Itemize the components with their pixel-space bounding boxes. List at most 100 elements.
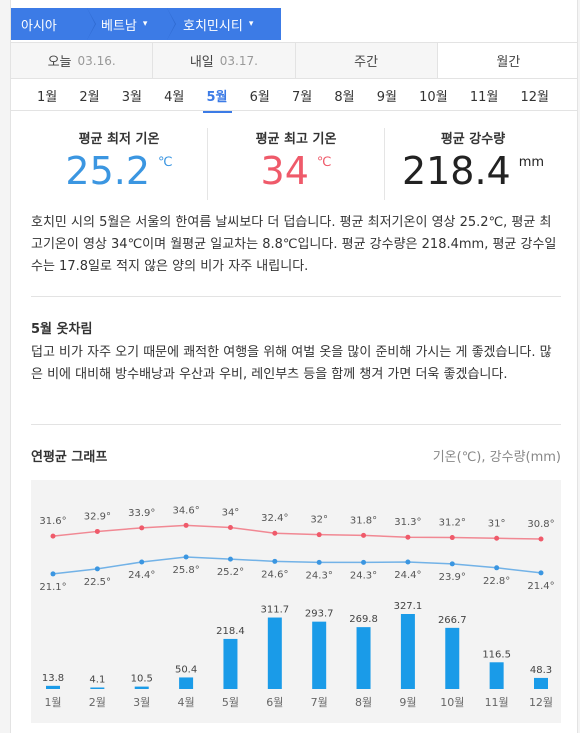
rain-bar — [134, 686, 149, 689]
breadcrumb-city[interactable]: 호치민시티 ▾ — [167, 8, 281, 40]
rain-bar — [534, 677, 548, 689]
min-temp-label: 24.3° — [306, 570, 333, 581]
annual-chart-svg: 31.6° 32.9° 33.9° 34.6° 34° 32.4° 32° 31.8° 31.3… — [39, 505, 554, 709]
x-tick-label: 8월 — [355, 696, 372, 709]
min-temp-point — [316, 559, 322, 565]
tab-weekly[interactable]: 주간 — [296, 43, 438, 78]
min-temp-point — [538, 570, 544, 576]
month-tab-2[interactable]: 2월 — [79, 90, 100, 105]
min-temp-point — [183, 554, 189, 560]
max-temp-point — [494, 535, 500, 541]
min-temp-point — [139, 559, 145, 565]
month-tab-12[interactable]: 12월 — [520, 90, 549, 105]
tab-monthly[interactable]: 월간 — [437, 43, 577, 78]
rain-label: 50.4 — [175, 664, 197, 675]
x-tick-label: 4월 — [178, 696, 195, 709]
max-temp-point — [227, 524, 233, 530]
month-tab-4[interactable]: 4월 — [164, 90, 185, 105]
stat-min-unit: ℃ — [158, 155, 173, 170]
min-temp-point — [405, 559, 411, 565]
chevron-down-icon[interactable]: ▾ — [248, 19, 254, 29]
stat-max-temp: 평균 최고 기온 34 ℃ — [208, 128, 385, 200]
min-temp-label: 23.9° — [439, 572, 466, 583]
rain-bar — [267, 617, 282, 689]
rain-label: 293.7 — [305, 609, 334, 620]
rain-bar — [90, 687, 105, 689]
graph-unit-label: 기온(℃), 강수량(mm) — [432, 450, 561, 465]
max-temp-point — [405, 534, 411, 540]
min-temp-point — [272, 558, 278, 564]
monthly-stats: 평균 최저 기온 25.2 ℃ 평균 최고 기온 34 ℃ 평균 강수량 218.4… — [31, 128, 561, 200]
x-tick-label: 3월 — [133, 696, 150, 709]
min-temp-label: 25.8° — [172, 565, 199, 576]
max-temp-point — [183, 522, 189, 528]
stat-min-value: 25.2 — [65, 149, 150, 193]
x-tick-label: 11월 — [485, 696, 509, 709]
stat-max-label: 평균 최고 기온 — [255, 132, 337, 147]
breadcrumb-country[interactable]: 베트남 ▾ — [87, 8, 176, 40]
breadcrumb-city-label: 호치민시티 — [183, 18, 243, 34]
chevron-down-icon[interactable]: ▾ — [142, 19, 148, 29]
month-tabs: 1월 2월 3월 4월 5월 6월 7월 8월 9월 10월 11월 12월 — [33, 86, 553, 113]
max-temp-point — [139, 525, 145, 531]
max-temp-label: 34.6° — [172, 505, 199, 516]
x-tick-label: 6월 — [266, 696, 283, 709]
max-temp-label: 31.3° — [394, 517, 421, 528]
weather-page: 아시아 베트남 ▾ 호치민시티 ▾ 오늘 03.16. 내일 03.17. 주간… — [10, 0, 578, 733]
month-tab-6[interactable]: 6월 — [249, 90, 270, 105]
graph-header: 연평균 그래프 기온(℃), 강수량(mm) — [31, 446, 561, 465]
min-temp-label: 24.6° — [261, 569, 288, 580]
max-temp-label: 33.9° — [128, 508, 155, 519]
stat-rain: 평균 강수량 218.4 mm — [385, 128, 561, 200]
x-tick-label: 1월 — [44, 696, 61, 709]
breadcrumb-region[interactable]: 아시아 — [11, 8, 96, 40]
x-tick-label: 12월 — [529, 696, 553, 709]
tab-tomorrow[interactable]: 내일 03.17. — [153, 43, 296, 78]
rain-label: 266.7 — [438, 615, 467, 626]
min-temp-label: 21.1° — [39, 582, 66, 593]
breadcrumb-country-label: 베트남 — [101, 18, 137, 34]
month-tab-5[interactable]: 5월 — [202, 86, 232, 113]
rain-bar — [46, 685, 60, 689]
rain-label: 10.5 — [131, 674, 153, 685]
min-temp-label: 22.8° — [483, 576, 510, 587]
stat-max-unit: ℃ — [316, 155, 332, 170]
max-temp-point — [449, 535, 455, 541]
month-tab-9[interactable]: 9월 — [376, 90, 398, 105]
max-temp-label: 32.4° — [261, 513, 288, 524]
month-tab-8[interactable]: 8월 — [334, 90, 355, 105]
max-temp-label: 31.6° — [39, 516, 66, 527]
min-temp-line — [52, 556, 542, 575]
stat-rain-value: 218.4 — [401, 149, 511, 193]
rain-label: 48.3 — [530, 665, 552, 676]
min-temp-label: 24.4° — [128, 570, 155, 581]
rain-label: 311.7 — [260, 605, 289, 616]
rain-label: 218.4 — [216, 626, 245, 637]
max-temp-label: 31.2° — [439, 518, 466, 529]
max-temp-label: 31.8° — [350, 515, 377, 526]
month-tab-10[interactable]: 10월 — [419, 90, 448, 105]
month-tab-1[interactable]: 1월 — [37, 90, 58, 105]
stat-min-label: 평균 최저 기온 — [78, 132, 160, 147]
rain-bar — [312, 621, 327, 689]
min-temp-point — [50, 571, 56, 577]
max-temp-point — [50, 533, 56, 539]
min-temp-label: 25.2° — [217, 567, 244, 578]
clothing-text: 덥고 비가 자주 오기 때문에 쾌적한 여행을 위해 여벌 옷을 많이 준비해 … — [31, 345, 552, 382]
max-temp-label: 32.9° — [84, 511, 111, 522]
rain-bar — [400, 614, 415, 689]
min-temp-label: 24.3° — [350, 570, 377, 581]
min-temp-label: 24.4° — [394, 570, 421, 581]
month-tab-3[interactable]: 3월 — [121, 90, 142, 105]
max-temp-line — [52, 524, 542, 540]
tab-today[interactable]: 오늘 03.16. — [11, 43, 154, 78]
max-temp-point — [361, 532, 367, 538]
stat-max-value: 34 — [260, 149, 309, 193]
min-temp-point — [449, 561, 455, 567]
graph-title: 연평균 그래프 — [31, 450, 108, 465]
breadcrumb-region-label: 아시아 — [21, 18, 57, 34]
month-tab-7[interactable]: 7월 — [292, 90, 313, 105]
rain-label: 269.8 — [349, 614, 378, 625]
month-tab-11[interactable]: 11월 — [469, 90, 499, 105]
rain-bar — [179, 677, 194, 689]
